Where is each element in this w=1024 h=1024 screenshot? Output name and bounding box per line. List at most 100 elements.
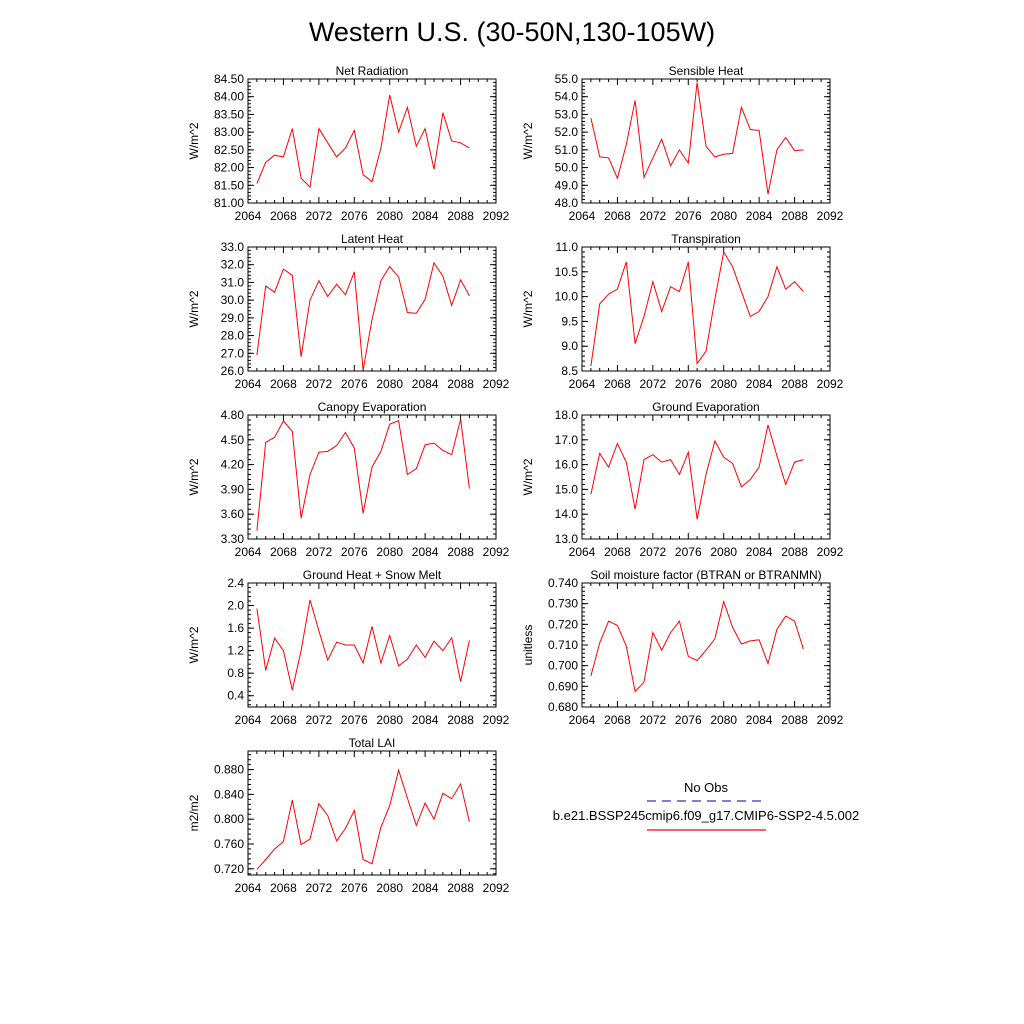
y-tick-label: 84.00 <box>214 90 244 104</box>
x-tick-label: 2072 <box>640 713 667 727</box>
x-tick-label: 2068 <box>604 377 631 391</box>
panel-title: Soil moisture factor (BTRAN or BTRANMN) <box>590 568 821 582</box>
x-tick-label: 2072 <box>306 713 333 727</box>
plot-frame <box>581 78 831 204</box>
x-tick-label: 2076 <box>341 209 368 223</box>
y-axis-label: W/m^2 <box>187 458 201 495</box>
x-tick-label: 2084 <box>412 545 439 559</box>
plot-frame <box>247 78 497 204</box>
y-tick-label: 0.690 <box>548 679 578 693</box>
x-tick-label: 2092 <box>483 545 510 559</box>
y-tick-label: 2.0 <box>227 599 244 613</box>
series-line <box>590 424 804 520</box>
plot-frame <box>247 414 497 540</box>
x-tick-label: 2072 <box>640 545 667 559</box>
y-tick-label: 16.0 <box>555 458 579 472</box>
plot-frame <box>247 750 497 876</box>
panel-net-radiation: Net Radiation W/m^2 2064 2068 2072 2076 2080 20… <box>187 64 510 223</box>
x-tick-label: 2064 <box>235 377 262 391</box>
y-tick-label: 48.0 <box>555 196 579 210</box>
x-tick-label: 2072 <box>306 377 333 391</box>
panel-soil-moisture-factor-btran-or-btranmn: Soil moisture factor (BTRAN or BTRANMN) u… <box>521 568 844 727</box>
panel-grid: Net Radiation W/m^2 2064 2068 2072 2076 2080 20… <box>187 64 844 895</box>
y-tick-label: 55.0 <box>555 72 579 86</box>
y-tick-label: 14.0 <box>555 507 579 521</box>
y-tick-label: 9.5 <box>561 314 578 328</box>
series-line <box>256 599 470 691</box>
y-axis-label: W/m^2 <box>521 290 535 327</box>
y-tick-label: 0.710 <box>548 638 578 652</box>
y-tick-label: 81.00 <box>214 196 244 210</box>
x-tick-label: 2064 <box>235 545 262 559</box>
x-tick-label: 2084 <box>412 881 439 895</box>
y-tick-label: 10.0 <box>555 290 579 304</box>
y-tick-label: 18.0 <box>555 408 579 422</box>
x-tick-label: 2072 <box>306 209 333 223</box>
y-tick-label: 82.50 <box>214 143 244 157</box>
plot-frame <box>247 246 497 372</box>
x-tick-label: 2084 <box>746 209 773 223</box>
y-tick-label: 0.8 <box>227 666 244 680</box>
y-tick-label: 83.00 <box>214 125 244 139</box>
x-tick-label: 2088 <box>447 881 474 895</box>
x-tick-label: 2064 <box>569 713 596 727</box>
y-tick-label: 1.6 <box>227 621 244 635</box>
x-tick-label: 2072 <box>306 881 333 895</box>
y-tick-label: 2.4 <box>227 576 244 590</box>
y-tick-label: 0.840 <box>214 787 244 801</box>
y-tick-label: 0.760 <box>214 837 244 851</box>
y-tick-label: 8.5 <box>561 364 578 378</box>
x-tick-label: 2092 <box>817 545 844 559</box>
x-tick-label: 2088 <box>781 377 808 391</box>
panel-title: Ground Heat + Snow Melt <box>303 568 442 582</box>
y-tick-label: 0.880 <box>214 763 244 777</box>
y-tick-label: 54.0 <box>555 90 579 104</box>
x-tick-label: 2084 <box>746 545 773 559</box>
x-tick-label: 2084 <box>746 713 773 727</box>
x-tick-label: 2080 <box>376 209 403 223</box>
y-tick-label: 32.0 <box>221 258 245 272</box>
x-tick-label: 2080 <box>376 713 403 727</box>
y-tick-label: 3.60 <box>221 507 245 521</box>
x-tick-label: 2088 <box>447 545 474 559</box>
x-tick-label: 2072 <box>306 545 333 559</box>
y-tick-label: 28.0 <box>221 329 245 343</box>
y-axis-label: W/m^2 <box>187 290 201 327</box>
figure-title: Western U.S. (30-50N,130-105W) <box>309 17 715 47</box>
y-tick-label: 3.90 <box>221 482 245 496</box>
x-tick-label: 2080 <box>376 377 403 391</box>
x-tick-label: 2068 <box>604 545 631 559</box>
y-tick-label: 0.700 <box>548 659 578 673</box>
x-tick-label: 2076 <box>675 377 702 391</box>
x-tick-label: 2064 <box>235 209 262 223</box>
x-tick-label: 2068 <box>604 713 631 727</box>
panel-title: Transpiration <box>671 232 741 246</box>
y-axis-label: W/m^2 <box>521 458 535 495</box>
x-tick-label: 2068 <box>270 209 297 223</box>
x-tick-label: 2068 <box>270 377 297 391</box>
x-tick-label: 2080 <box>710 209 737 223</box>
panel-ground-heat-snow-melt: Ground Heat + Snow Melt W/m^2 2064 2068 2072… <box>187 568 510 727</box>
y-tick-label: 0.730 <box>548 597 578 611</box>
panel-latent-heat: Latent Heat W/m^2 2064 2068 2072 2076 2080 2084… <box>187 232 510 391</box>
x-tick-label: 2088 <box>781 545 808 559</box>
y-tick-label: 51.0 <box>555 143 579 157</box>
y-tick-label: 83.50 <box>214 107 244 121</box>
panel-title: Canopy Evaporation <box>318 400 427 414</box>
y-tick-label: 0.800 <box>214 812 244 826</box>
x-tick-label: 2088 <box>781 713 808 727</box>
x-tick-label: 2092 <box>817 713 844 727</box>
x-tick-label: 2076 <box>341 881 368 895</box>
y-tick-label: 30.0 <box>221 293 245 307</box>
y-tick-label: 3.30 <box>221 532 245 546</box>
y-tick-label: 4.50 <box>221 433 245 447</box>
y-tick-label: 11.0 <box>556 240 579 254</box>
y-tick-label: 82.00 <box>214 161 244 175</box>
x-tick-label: 2092 <box>483 881 510 895</box>
panel-total-lai: Total LAI m2/m2 2064 2068 2072 2076 2080 2084 20… <box>187 736 510 895</box>
y-tick-label: 13.0 <box>555 532 579 546</box>
x-tick-label: 2064 <box>569 545 596 559</box>
panel-transpiration: Transpiration W/m^2 2064 2068 2072 2076 2080 20… <box>521 232 844 391</box>
y-tick-label: 0.720 <box>548 617 578 631</box>
